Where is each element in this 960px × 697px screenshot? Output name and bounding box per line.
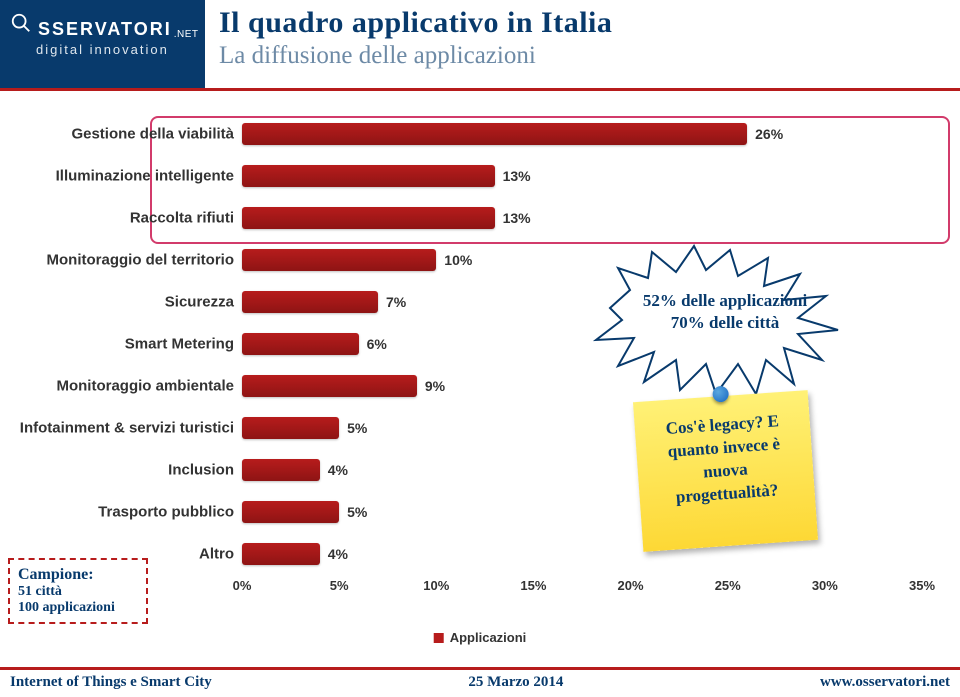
category-label: Illuminazione intelligente — [4, 168, 234, 185]
bar — [242, 333, 359, 355]
x-tick-label: 5% — [330, 578, 349, 593]
page-subtitle: La diffusione delle applicazioni — [219, 42, 960, 70]
bar-value-label: 5% — [347, 504, 367, 520]
title-block: Il quadro applicativo in Italia La diffu… — [205, 0, 960, 88]
page-title: Il quadro applicativo in Italia — [219, 6, 960, 40]
x-tick-label: 35% — [909, 578, 935, 593]
logo-tagline: digital innovation — [36, 42, 195, 57]
category-label: Trasporto pubblico — [4, 504, 234, 521]
category-label: Monitoraggio ambientale — [4, 378, 234, 395]
bar — [242, 543, 320, 565]
bar — [242, 459, 320, 481]
category-label: Smart Metering — [4, 336, 234, 353]
starburst-line1: 52% delle applicazioni — [643, 291, 807, 310]
category-label: Infotainment & servizi turistici — [4, 420, 234, 437]
footer-right: www.osservatori.net — [820, 674, 950, 691]
x-tick-label: 20% — [618, 578, 644, 593]
bar — [242, 375, 417, 397]
bar — [242, 501, 339, 523]
magnifier-icon — [10, 12, 32, 40]
bar-value-label: 7% — [386, 294, 406, 310]
category-label: Altro — [4, 546, 234, 563]
bar — [242, 291, 378, 313]
category-label: Raccolta rifiuti — [4, 210, 234, 227]
chart-legend: Applicazioni — [434, 630, 527, 645]
footer-center: 25 Marzo 2014 — [468, 674, 563, 691]
starburst-line2: 70% delle città — [671, 313, 780, 332]
sample-line2: 100 applicazioni — [18, 600, 138, 616]
chart: 26%13%13%10%7%6%9%5%4%5%4%0%5%10%15%20%2… — [0, 118, 960, 658]
highlight-box — [150, 116, 950, 244]
legend-swatch — [434, 633, 444, 643]
sticky-note: Cos'è legacy? E quanto invece è nuova pr… — [633, 390, 818, 552]
x-tick-label: 25% — [715, 578, 741, 593]
bar-value-label: 6% — [367, 336, 387, 352]
x-tick-label: 15% — [520, 578, 546, 593]
x-tick-label: 0% — [233, 578, 252, 593]
logo-brand-2: .NET — [174, 29, 199, 40]
category-label: Gestione della viabilità — [4, 126, 234, 143]
sticky-text: Cos'è legacy? E quanto invece è nuova pr… — [665, 411, 781, 506]
pin-icon — [712, 386, 728, 402]
bar — [242, 417, 339, 439]
category-label: Monitoraggio del territorio — [4, 252, 234, 269]
sample-line1: 51 città — [18, 584, 138, 600]
sample-box: Campione: 51 città 100 applicazioni — [8, 558, 148, 624]
footer: Internet of Things e Smart City 25 Marzo… — [0, 667, 960, 697]
bar — [242, 249, 436, 271]
starburst-callout: 52% delle applicazioni 70% delle città — [610, 258, 840, 378]
legend-label: Applicazioni — [450, 630, 527, 645]
x-tick-label: 30% — [812, 578, 838, 593]
bar-value-label: 4% — [328, 462, 348, 478]
sample-title: Campione: — [18, 566, 138, 584]
bar-value-label: 5% — [347, 420, 367, 436]
category-label: Sicurezza — [4, 294, 234, 311]
bar-value-label: 4% — [328, 546, 348, 562]
bar-value-label: 10% — [444, 252, 472, 268]
logo-brand-1: SSERVATORI — [38, 19, 172, 40]
header-rule — [0, 88, 960, 91]
footer-left: Internet of Things e Smart City — [10, 674, 212, 691]
logo-block: SSERVATORI .NET digital innovation — [0, 0, 205, 88]
bar-value-label: 9% — [425, 378, 445, 394]
x-tick-label: 10% — [423, 578, 449, 593]
category-label: Inclusion — [4, 462, 234, 479]
